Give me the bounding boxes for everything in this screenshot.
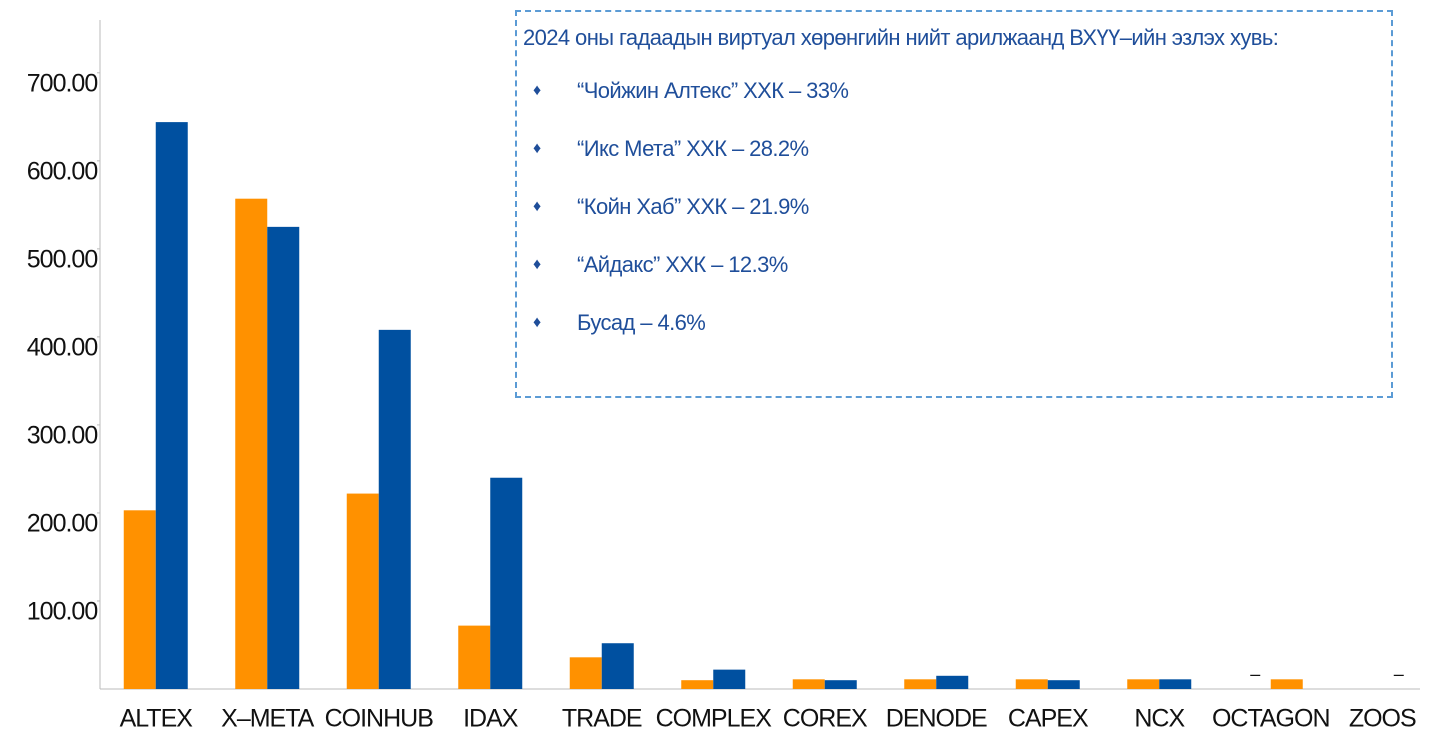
bar (1270, 679, 1303, 689)
annotation-text: “Чойжин Алтекс” ХХК – 33% (577, 78, 849, 103)
annotation-text: “Койн Хаб” ХХК – 21.9% (577, 194, 809, 219)
y-tick-label: 100.00 (27, 598, 98, 626)
bullet: ♦ (533, 140, 541, 157)
bullet: ♦ (533, 198, 541, 215)
x-tick-label: OCTAGON (1212, 705, 1330, 733)
x-tick-label: X–META (221, 705, 314, 733)
annotation-item: ♦ “Чойжин Алтекс” ХХК – 33% (523, 62, 1385, 120)
y-tick-label: 500.00 (27, 245, 98, 273)
bar (458, 625, 491, 689)
bar (267, 226, 300, 689)
y-tick-label: 400.00 (27, 334, 98, 362)
annotation-item: ♦ “Айдакс” ХХК – 12.3% (523, 236, 1385, 294)
bar (824, 680, 857, 689)
bar (1159, 679, 1192, 689)
bar (235, 198, 268, 689)
y-tick-label: 600.00 (27, 157, 98, 185)
bar (378, 329, 411, 689)
x-tick-label: COINHUB (325, 705, 434, 733)
value-label: – (1394, 664, 1404, 684)
annotation-text: “Икс Мета” ХХК – 28.2% (577, 136, 809, 161)
x-tick-label: COREX (783, 705, 868, 733)
annotation-text: Бусад – 4.6% (577, 310, 706, 335)
bar (490, 477, 523, 689)
bar (792, 679, 825, 689)
bar (569, 657, 602, 689)
x-tick-label: ALTEX (120, 705, 194, 733)
x-tick-label: COMPLEX (656, 705, 773, 733)
annotation-heading: 2024 оны гадаадын виртуал хөрөнгийн нийт… (523, 25, 1279, 50)
x-tick-label: IDAX (463, 705, 519, 733)
bullet: ♦ (533, 314, 541, 331)
x-tick-label: ZOOS (1349, 705, 1416, 733)
bar (1015, 679, 1048, 689)
bar (681, 680, 714, 689)
bar (713, 669, 746, 689)
annotation-item: ♦ “Койн Хаб” ХХК – 21.9% (523, 178, 1385, 236)
bar (936, 675, 969, 689)
y-tick-label: 700.00 (27, 69, 98, 97)
y-tick-label: 200.00 (27, 510, 98, 538)
bar (1127, 679, 1160, 689)
annotation-text: “Айдакс” ХХК – 12.3% (577, 252, 788, 277)
bar (1047, 680, 1080, 689)
bullet: ♦ (533, 256, 541, 273)
annotation-box: 2024 оны гадаадын виртуал хөрөнгийн нийт… (515, 10, 1393, 398)
x-tick-label: DENODE (886, 705, 987, 733)
annotation-item: ♦ Бусад – 4.6% (523, 294, 1385, 352)
bar (904, 679, 937, 689)
bar (346, 493, 379, 689)
bullet: ♦ (533, 82, 541, 99)
x-tick-label: TRADE (562, 705, 642, 733)
bar (601, 643, 634, 689)
bar (155, 122, 188, 689)
y-tick-label: 300.00 (27, 422, 98, 450)
value-label: – (1250, 664, 1260, 684)
x-tick-label: NCX (1134, 705, 1185, 733)
bar (123, 510, 156, 689)
x-tick-label: CAPEX (1008, 705, 1089, 733)
annotation-item: ♦ “Икс Мета” ХХК – 28.2% (523, 120, 1385, 178)
